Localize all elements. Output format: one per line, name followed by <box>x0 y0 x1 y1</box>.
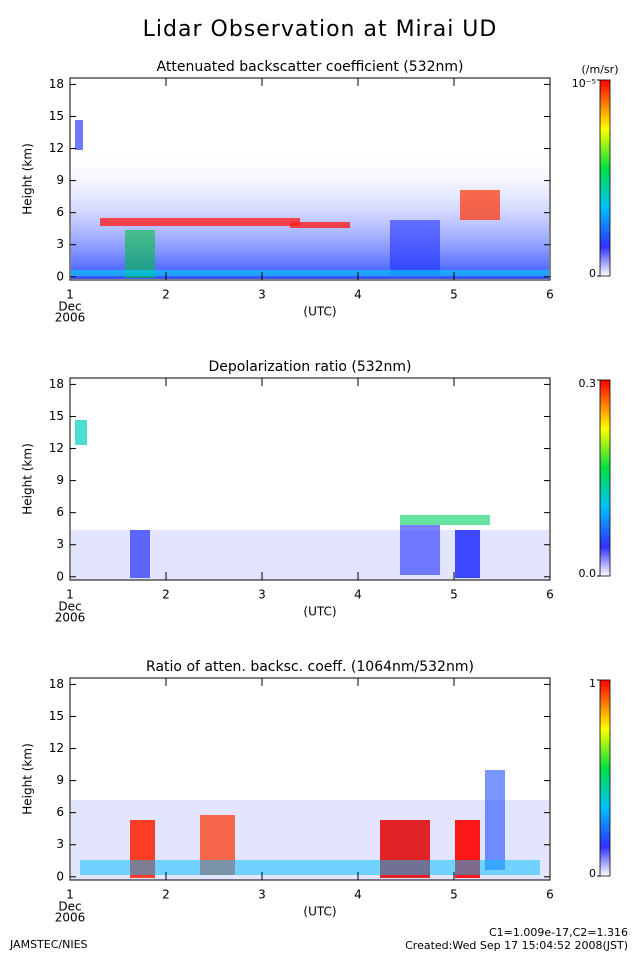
y-tick-label: 3 <box>56 837 64 851</box>
x-tick-label: 1 <box>66 288 74 302</box>
x-tick-label: 5 <box>450 288 458 302</box>
colorbar-tick-label: 0 <box>589 267 596 280</box>
y-tick-label: 15 <box>49 409 64 423</box>
page-title: Lidar Observation at Mirai UD <box>143 17 498 42</box>
y-axis-label: Height (km) <box>21 143 35 214</box>
y-tick-label: 6 <box>56 505 64 519</box>
month-label: Dec <box>58 600 81 614</box>
y-tick-label: 18 <box>49 377 64 391</box>
plot-frame <box>69 677 551 881</box>
colorbar-unit: (/m/sr) <box>582 63 619 76</box>
x-axis-label: (UTC) <box>303 605 336 619</box>
y-axis-label: Height (km) <box>21 743 35 814</box>
colorbar-tick-label: 0 <box>589 867 596 880</box>
constants: C1=1.009e-17,C2=1.316 <box>489 926 628 939</box>
y-tick-label: 9 <box>56 773 64 787</box>
x-tick-label: 5 <box>450 888 458 902</box>
panel-title: Depolarization ratio (532nm) <box>208 359 411 375</box>
y-tick-label: 6 <box>56 805 64 819</box>
x-tick-label: 4 <box>354 288 362 302</box>
x-tick-label: 1 <box>66 588 74 602</box>
x-tick-label: 6 <box>546 588 554 602</box>
colorbar <box>599 679 611 877</box>
x-tick-label: 2 <box>162 588 170 602</box>
x-tick-label: 4 <box>354 888 362 902</box>
x-tick-label: 5 <box>450 588 458 602</box>
colorbar <box>599 79 611 277</box>
y-tick-label: 9 <box>56 173 64 187</box>
y-tick-label: 3 <box>56 237 64 251</box>
x-tick-label: 1 <box>66 888 74 902</box>
y-tick-label: 12 <box>49 141 64 155</box>
colorbar-tick-label: 0.3 <box>579 377 597 390</box>
y-tick-label: 12 <box>49 441 64 455</box>
x-tick-label: 6 <box>546 288 554 302</box>
y-tick-label: 15 <box>49 709 64 723</box>
heatmap-image <box>71 120 549 279</box>
heatmap-image <box>71 770 549 880</box>
heatmap-image <box>71 420 549 580</box>
colorbar-tick-label: 0.0 <box>579 567 597 580</box>
y-tick-label: 18 <box>49 77 64 91</box>
y-tick-label: 0 <box>56 869 64 883</box>
panel-title: Attenuated backscatter coefficient (532n… <box>157 59 464 75</box>
credit: JAMSTEC/NIES <box>9 938 88 951</box>
created: Created:Wed Sep 17 15:04:52 2008(JST) <box>405 939 628 952</box>
plot-frame <box>69 377 551 581</box>
x-axis-label: (UTC) <box>303 305 336 319</box>
y-tick-label: 18 <box>49 677 64 691</box>
y-tick-label: 0 <box>56 569 64 583</box>
x-axis-label: (UTC) <box>303 905 336 919</box>
y-tick-label: 3 <box>56 537 64 551</box>
x-tick-label: 2 <box>162 888 170 902</box>
y-tick-label: 9 <box>56 473 64 487</box>
y-axis-label: Height (km) <box>21 443 35 514</box>
x-tick-label: 3 <box>258 888 266 902</box>
x-tick-label: 4 <box>354 588 362 602</box>
y-tick-label: 12 <box>49 741 64 755</box>
x-tick-label: 2 <box>162 288 170 302</box>
year-label: 2006 <box>55 911 86 925</box>
x-tick-label: 6 <box>546 888 554 902</box>
panel-title: Ratio of atten. backsc. coeff. (1064nm/5… <box>146 659 474 675</box>
colorbar <box>599 379 611 577</box>
x-tick-label: 3 <box>258 588 266 602</box>
y-tick-label: 15 <box>49 109 64 123</box>
month-label: Dec <box>58 300 81 314</box>
y-tick-label: 6 <box>56 205 64 219</box>
year-label: 2006 <box>55 611 86 625</box>
colorbar-tick-label: 1 <box>589 677 596 690</box>
plot-frame <box>69 77 551 281</box>
month-label: Dec <box>58 900 81 914</box>
x-tick-label: 3 <box>258 288 266 302</box>
year-label: 2006 <box>55 311 86 325</box>
y-tick-label: 0 <box>56 269 64 283</box>
colorbar-tick-label: 10⁻⁵ <box>572 77 596 90</box>
